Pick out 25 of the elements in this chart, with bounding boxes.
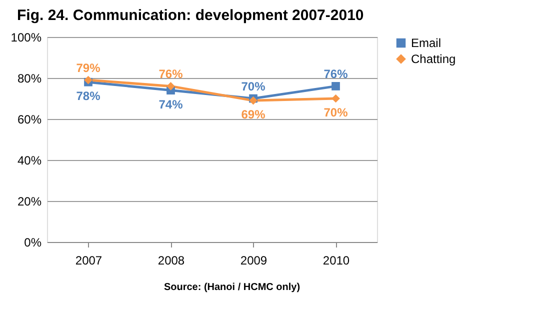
chart-title: Fig. 24. Communication: development 2007-2010 bbox=[17, 7, 364, 24]
y-tick-label: 0% bbox=[24, 236, 42, 250]
y-tick-label: 40% bbox=[17, 154, 42, 168]
x-tick-label: 2010 bbox=[322, 254, 350, 268]
x-tick-label: 2009 bbox=[240, 254, 268, 268]
y-tick-label: 80% bbox=[17, 72, 42, 86]
source-note: Source: (Hanoi / HCMC only) bbox=[164, 282, 300, 293]
y-tick-label: 20% bbox=[17, 194, 42, 208]
point bbox=[332, 94, 340, 103]
text: 69% bbox=[241, 108, 266, 122]
point bbox=[332, 82, 340, 90]
y-tick-label: 100% bbox=[10, 30, 42, 44]
text: 76% bbox=[324, 67, 348, 82]
text: 76% bbox=[158, 67, 183, 82]
x-tick-label: 2007 bbox=[75, 254, 102, 268]
x-tick-label: 2008 bbox=[158, 254, 185, 268]
text: 79% bbox=[76, 61, 100, 76]
text: 70% bbox=[324, 106, 348, 120]
text: 74% bbox=[158, 97, 183, 112]
point bbox=[166, 82, 175, 90]
legend-label: Email bbox=[411, 36, 442, 50]
text: 78% bbox=[76, 89, 100, 104]
text: 70% bbox=[241, 80, 266, 94]
y-tick-label: 60% bbox=[17, 112, 42, 126]
legend-label: Chatting bbox=[411, 52, 456, 66]
